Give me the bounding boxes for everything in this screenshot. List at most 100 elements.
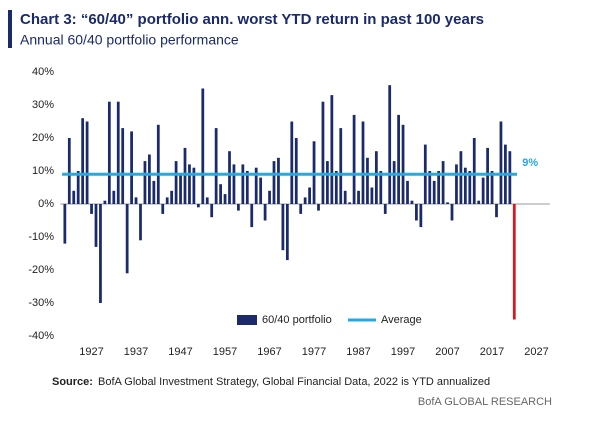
- bar: [321, 101, 325, 204]
- y-tick-label: -40%: [28, 330, 54, 342]
- bar: [357, 190, 360, 204]
- bar: [361, 121, 365, 204]
- bar: [228, 151, 231, 204]
- bar: [459, 151, 463, 204]
- legend-label: Average: [381, 314, 422, 326]
- bar: [250, 204, 254, 228]
- bar: [308, 187, 311, 204]
- y-tick-label: 30%: [32, 99, 54, 111]
- bar: [90, 204, 93, 214]
- bar: [121, 128, 125, 204]
- bar: [268, 190, 271, 204]
- y-tick-label: 20%: [32, 132, 54, 144]
- bar: [388, 85, 392, 204]
- y-tick-label: 10%: [32, 165, 54, 177]
- legend-swatch: [237, 315, 257, 325]
- bar: [174, 161, 178, 204]
- bar: [490, 171, 494, 204]
- chart-title: Chart 3: “60/40” portfolio ann. worst YT…: [20, 11, 484, 28]
- bar: [237, 204, 240, 211]
- bar: [410, 200, 414, 204]
- bar: [334, 171, 338, 204]
- bar: [486, 147, 489, 204]
- bar: [63, 204, 67, 244]
- bar: [152, 180, 156, 204]
- title-accent: [8, 10, 12, 48]
- bar: [499, 121, 503, 204]
- bar: [450, 204, 454, 221]
- y-tick-label: -30%: [28, 297, 54, 309]
- bar: [76, 171, 80, 204]
- bar: [134, 197, 138, 204]
- bar: [219, 184, 222, 204]
- bar: [370, 187, 374, 204]
- bar: [156, 124, 160, 204]
- bar: [277, 157, 280, 204]
- bar: [339, 128, 343, 204]
- bar: [205, 197, 209, 204]
- bar: [455, 164, 458, 204]
- y-tick-label: -20%: [28, 264, 54, 276]
- bar: [374, 151, 378, 204]
- bar: [170, 190, 174, 204]
- bar: [348, 202, 352, 204]
- bar: [406, 180, 409, 204]
- x-tick-label: 1967: [257, 346, 281, 358]
- x-tick-label: 1997: [391, 346, 415, 358]
- bar: [472, 138, 476, 204]
- x-tick-label: 1977: [302, 346, 326, 358]
- bar: [495, 204, 498, 218]
- bar: [299, 204, 303, 214]
- bar: [263, 204, 267, 221]
- bar: [366, 157, 369, 204]
- bar: [317, 204, 320, 211]
- bar: [419, 204, 423, 228]
- bar: [161, 204, 165, 214]
- chart-subtitle: Annual 60/40 portfolio performance: [20, 32, 239, 48]
- y-tick-label: 40%: [32, 66, 54, 78]
- bar: [437, 171, 441, 204]
- bar: [116, 101, 120, 204]
- bar: [196, 204, 200, 208]
- y-tick-label: 0%: [38, 198, 54, 210]
- bar: [85, 121, 89, 204]
- bar: [125, 204, 129, 274]
- bar: [285, 204, 289, 261]
- bar: [432, 180, 436, 204]
- bar: [254, 167, 258, 204]
- bar: [201, 88, 205, 204]
- bar: [392, 161, 396, 204]
- bar: [112, 190, 116, 204]
- x-tick-label: 1947: [168, 346, 192, 358]
- bar: [259, 177, 263, 204]
- bar: [179, 174, 182, 204]
- x-tick-label: 2027: [524, 346, 548, 358]
- bar: [401, 124, 405, 204]
- bar: [210, 204, 214, 218]
- bar: [272, 161, 276, 204]
- bar: [343, 190, 347, 204]
- bar: [245, 171, 249, 204]
- bar: [290, 121, 294, 204]
- bar: [223, 194, 227, 204]
- bar: [94, 204, 98, 247]
- bar: [415, 204, 418, 221]
- x-tick-label: 1927: [79, 346, 103, 358]
- x-tick-label: 2017: [480, 346, 504, 358]
- legend-label: 60/40 portfolio: [262, 314, 332, 326]
- bar: [397, 114, 400, 204]
- bar: [446, 202, 449, 204]
- bar: [232, 164, 236, 204]
- x-tick-label: 1987: [346, 346, 370, 358]
- bar: [130, 131, 133, 204]
- bar: [441, 161, 445, 204]
- x-tick-label: 1937: [124, 346, 148, 358]
- bar: [303, 197, 307, 204]
- bar: [241, 164, 245, 204]
- bar: [352, 114, 356, 204]
- y-tick-label: -10%: [28, 231, 54, 243]
- bar: [139, 204, 142, 241]
- average-label: 9%: [522, 157, 538, 169]
- bar: [165, 197, 169, 204]
